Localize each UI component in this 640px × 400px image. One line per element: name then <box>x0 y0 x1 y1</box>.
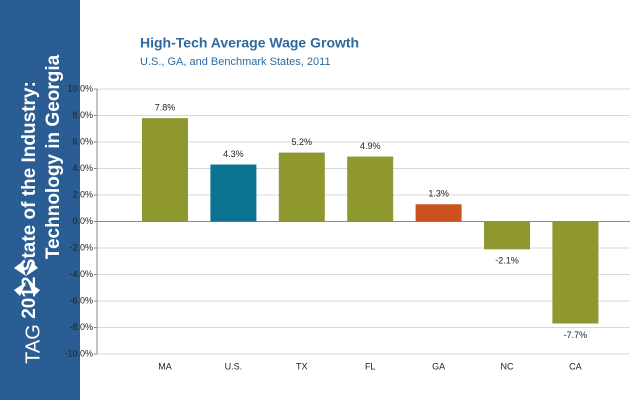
x-tick-label: FL <box>365 361 376 371</box>
y-tick-label: -4.0% <box>69 269 93 279</box>
value-label: 7.8% <box>155 103 176 113</box>
bar <box>484 221 530 250</box>
bar <box>552 221 599 324</box>
y-tick-label: 0.0% <box>72 216 93 226</box>
y-tick-label: 4.0% <box>72 163 93 173</box>
bar <box>210 164 257 222</box>
y-tick-label: -6.0% <box>69 295 93 305</box>
y-tick-label: -8.0% <box>69 322 93 332</box>
chart-subtitle: U.S., GA, and Benchmark States, 2011 <box>140 56 331 68</box>
y-tick-label: 10.0% <box>67 83 93 93</box>
value-label: 1.3% <box>428 189 449 199</box>
y-tick-label: -10.0% <box>64 348 93 358</box>
y-tick-label: -2.0% <box>69 242 93 252</box>
value-label: 4.3% <box>223 149 244 159</box>
value-label: -7.7% <box>564 330 588 340</box>
x-tick-label: TX <box>296 361 308 371</box>
value-label: 5.2% <box>292 137 313 147</box>
y-tick-label: 8.0% <box>72 110 93 120</box>
bar <box>142 118 188 222</box>
y-tick-label: 6.0% <box>72 136 93 146</box>
x-tick-label: NC <box>501 361 514 371</box>
x-tick-label: CA <box>569 361 582 371</box>
value-label: -2.1% <box>495 256 519 266</box>
logo-icon <box>14 262 40 296</box>
bar <box>347 156 394 222</box>
logo-text: TAG <box>22 324 44 364</box>
x-tick-label: GA <box>432 361 445 371</box>
chart-title: High-Tech Average Wage Growth <box>140 35 359 51</box>
bar <box>278 152 325 222</box>
x-tick-label: MA <box>158 361 172 371</box>
value-label: 4.9% <box>360 141 381 151</box>
y-tick-label: 2.0% <box>72 189 93 199</box>
sidebar-line1: 2012 State of the Industry: <box>19 81 40 319</box>
sidebar <box>0 0 80 400</box>
sidebar-line2: Technology in Georgia <box>43 54 64 259</box>
bar <box>415 204 462 222</box>
x-tick-label: U.S. <box>225 361 243 371</box>
